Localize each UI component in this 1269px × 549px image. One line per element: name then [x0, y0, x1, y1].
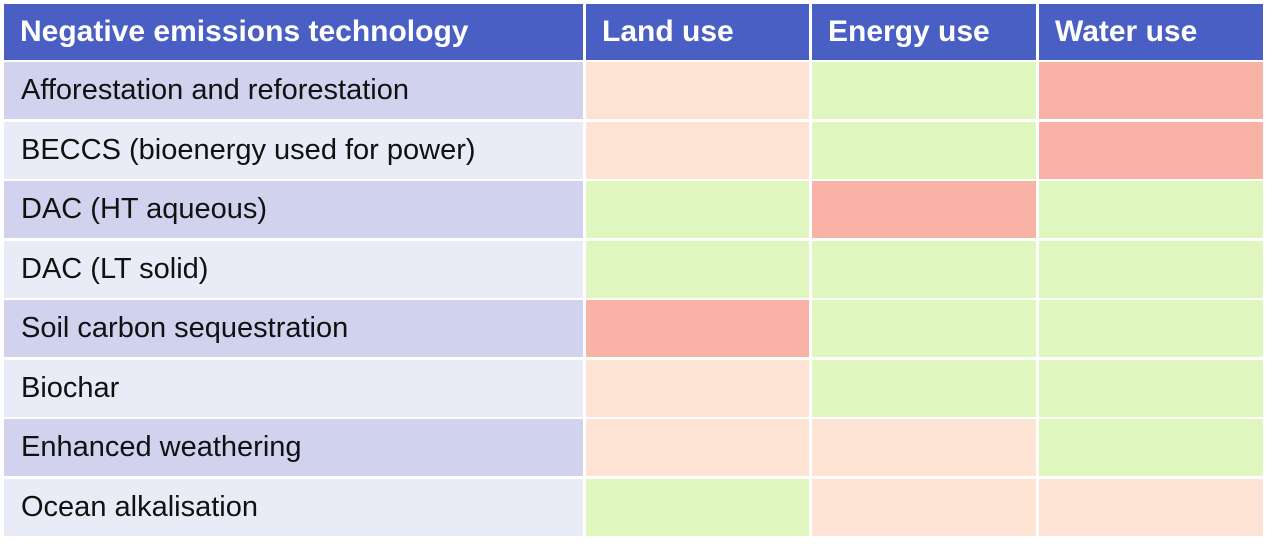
rating-cell — [1039, 300, 1263, 357]
row-label: Biochar — [4, 359, 583, 417]
row-label: DAC (LT solid) — [4, 240, 583, 298]
rating-cell — [1039, 478, 1263, 536]
rating-cell — [812, 359, 1036, 417]
rating-cell — [586, 240, 809, 298]
rating-cell — [812, 419, 1036, 476]
rating-cell — [586, 359, 809, 417]
rating-cell — [586, 478, 809, 536]
rating-cell — [812, 300, 1036, 357]
header-cell: Land use — [586, 4, 809, 60]
rating-cell — [586, 300, 809, 357]
row-label: DAC (HT aqueous) — [4, 181, 583, 238]
rating-cell — [1039, 359, 1263, 417]
row-label: Soil carbon sequestration — [4, 300, 583, 357]
rating-cell — [586, 121, 809, 179]
rating-cell — [1039, 240, 1263, 298]
rating-cell — [1039, 181, 1263, 238]
row-label: BECCS (bioenergy used for power) — [4, 121, 583, 179]
header-cell: Water use — [1039, 4, 1263, 60]
row-label: Ocean alkalisation — [4, 478, 583, 536]
rating-cell — [586, 181, 809, 238]
rating-cell — [812, 240, 1036, 298]
rating-cell — [1039, 62, 1263, 119]
row-label: Enhanced weathering — [4, 419, 583, 476]
header-cell: Energy use — [812, 4, 1036, 60]
row-label: Afforestation and reforestation — [4, 62, 583, 119]
rating-cell — [812, 478, 1036, 536]
rating-cell — [586, 419, 809, 476]
rating-cell — [1039, 419, 1263, 476]
rating-cell — [812, 62, 1036, 119]
rating-cell — [1039, 121, 1263, 179]
rating-cell — [812, 181, 1036, 238]
header-cell: Negative emissions technology — [4, 4, 583, 60]
rating-cell — [812, 121, 1036, 179]
rating-cell — [586, 62, 809, 119]
